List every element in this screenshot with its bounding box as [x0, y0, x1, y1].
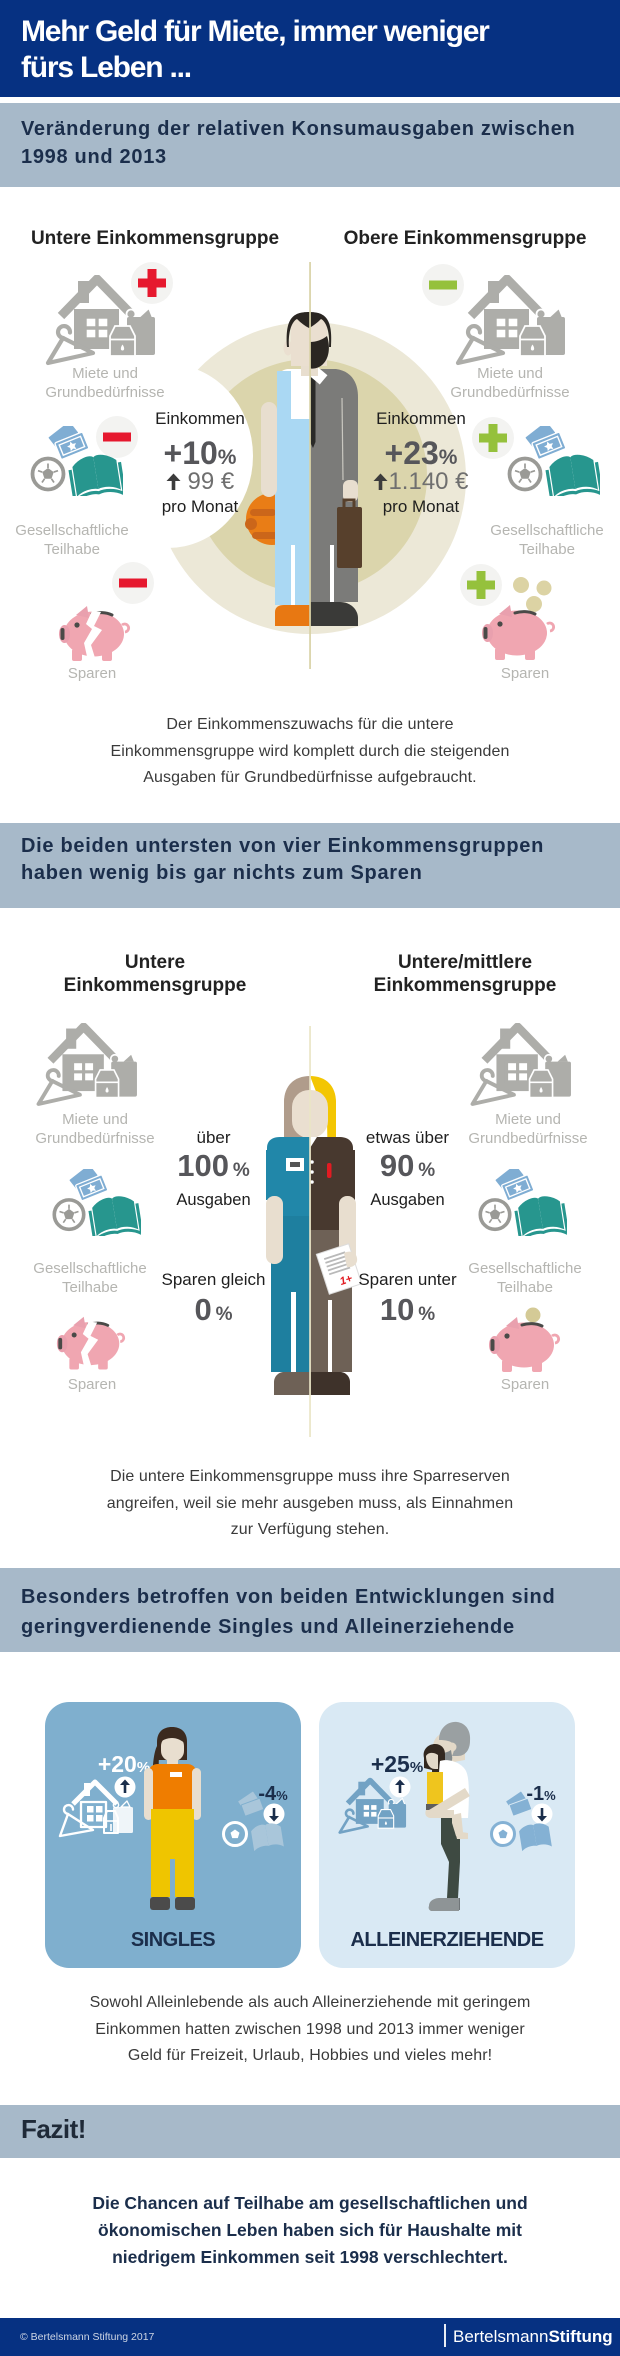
svg-text:+25%: +25%	[371, 1751, 423, 1777]
svg-text:1+: 1+	[338, 1273, 354, 1288]
svg-text:-4%: -4%	[258, 1783, 288, 1805]
svg-text:-1%: -1%	[526, 1783, 556, 1805]
svg-text:+20%: +20%	[98, 1751, 150, 1777]
